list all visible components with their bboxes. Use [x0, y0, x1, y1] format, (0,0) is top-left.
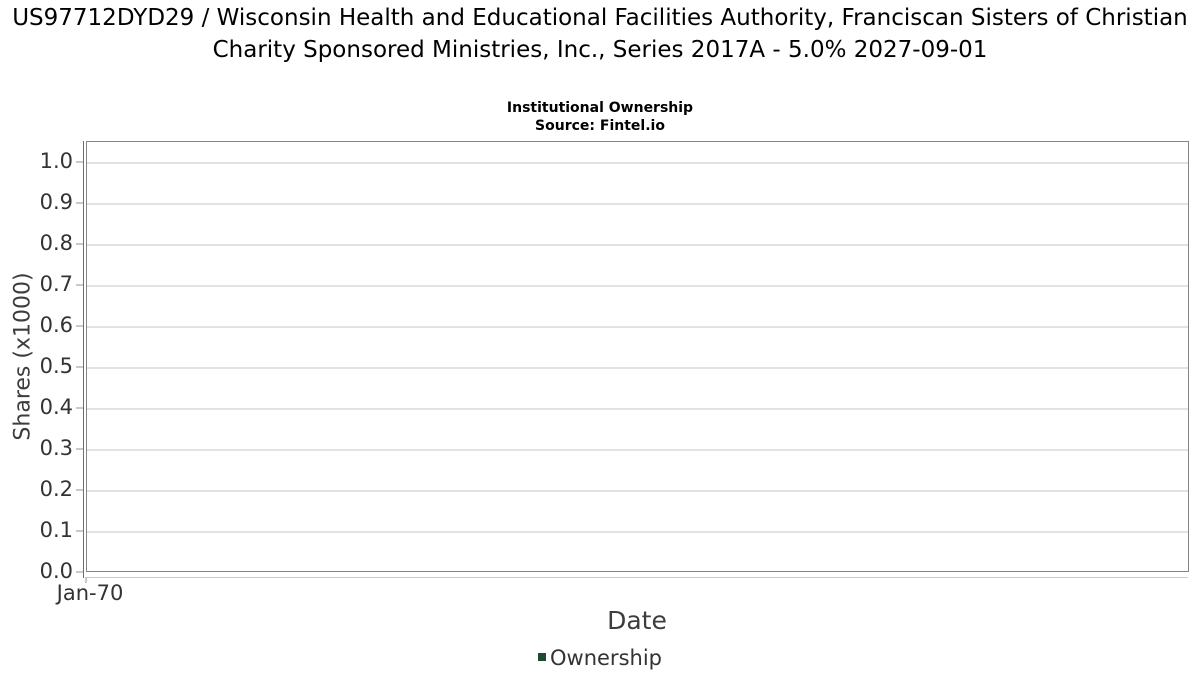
y-axis-tickmark [76, 530, 83, 532]
chart-source-label: Source: Fintel.io [535, 118, 665, 134]
y-axis-tick-label: 0.5 [39, 354, 73, 379]
y-axis-tick-label: 0.2 [39, 477, 73, 502]
gridline [87, 162, 1188, 164]
y-axis-tick-label: 0.0 [39, 559, 73, 583]
legend: Ownership [0, 644, 1200, 671]
plot-area [86, 141, 1189, 572]
chart-title: US97712DYD29 / Wisconsin Health and Educ… [12, 5, 1188, 63]
gridline [87, 408, 1188, 410]
y-axis-tick-label: 0.1 [39, 518, 73, 543]
x-axis-tick-label: Jan-70 [56, 581, 124, 605]
y-axis-tickmark [76, 407, 83, 409]
y-axis-tickmark [76, 366, 83, 368]
y-axis-tick-label: 0.7 [39, 272, 73, 297]
y-axis-tickmark [76, 243, 83, 245]
gridline [87, 531, 1188, 533]
gridline [87, 490, 1188, 492]
y-axis-tick-label: 0.6 [39, 313, 73, 338]
y-axis-tick-label: 1.0 [39, 149, 73, 174]
chart-subtitle: Institutional Ownership [506, 100, 694, 116]
y-axis-tickmark [76, 571, 83, 573]
gridline [87, 326, 1188, 328]
gridline [87, 244, 1188, 246]
legend-label-ownership: Ownership [550, 646, 662, 670]
y-axis-line [82, 141, 84, 578]
y-axis-tickmark [76, 202, 83, 204]
x-axis-line [86, 576, 1188, 578]
y-axis-tick-label: 0.3 [39, 436, 73, 461]
y-axis-tick-label: 0.4 [39, 395, 73, 420]
y-axis-tickmark [76, 489, 83, 491]
legend-marker-ownership [538, 653, 546, 661]
gridline [87, 367, 1188, 369]
y-axis-tickmark [76, 448, 83, 450]
y-axis-tickmark [76, 325, 83, 327]
y-axis-tickmark [76, 161, 83, 163]
y-axis-tick-label: 0.8 [39, 231, 73, 256]
x-axis-tickmark [85, 576, 87, 583]
y-axis-tick-label: 0.9 [39, 190, 73, 215]
gridline [87, 203, 1188, 205]
y-axis-tickmark [76, 284, 83, 286]
gridline [87, 285, 1188, 287]
gridline [87, 449, 1188, 451]
x-axis-title: Date [607, 606, 667, 635]
